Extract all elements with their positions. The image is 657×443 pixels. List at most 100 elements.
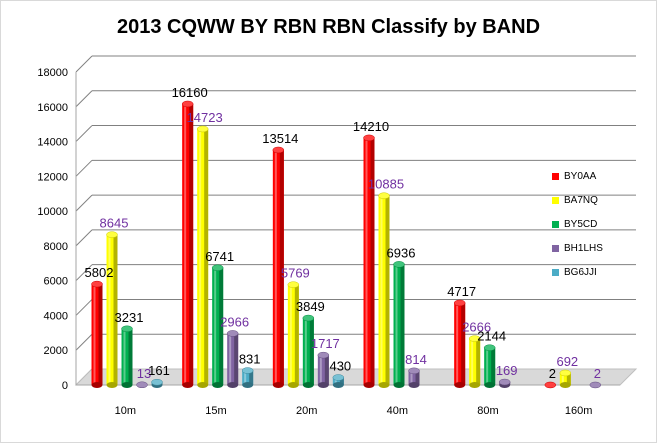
data-label: 2 (549, 366, 556, 381)
bar-body (227, 333, 239, 385)
legend-item: BG6JJI (552, 260, 652, 284)
bar (468, 335, 481, 388)
x-tick-label: 160m (565, 405, 593, 417)
bar-highlight (456, 302, 459, 385)
data-label: 2666 (462, 320, 491, 335)
bar-base (317, 382, 329, 388)
gridline-depth (75, 194, 93, 212)
y-tick-label: 0 (62, 380, 68, 392)
bar (483, 344, 496, 388)
bar-highlight (380, 195, 383, 385)
y-tick-label: 10000 (37, 206, 68, 218)
bar-highlight (365, 137, 368, 385)
bar-shade (294, 284, 299, 385)
y-tick-label: 12000 (37, 171, 68, 183)
bar-highlight (199, 128, 202, 385)
bar-top (151, 378, 163, 386)
bar (151, 378, 163, 388)
bar-body (302, 318, 314, 385)
y-tick-label: 14000 (37, 137, 68, 149)
data-label: 1717 (311, 336, 340, 351)
bar-body (317, 355, 329, 385)
bar-base (332, 382, 344, 388)
bar-shade (491, 347, 496, 385)
bar (453, 299, 466, 388)
bar (317, 351, 330, 388)
gridline-depth (75, 159, 93, 177)
bar (393, 261, 405, 388)
bar-top (106, 231, 118, 238)
data-label: 2966 (220, 314, 249, 329)
bar-body (363, 137, 375, 385)
gridline-depth (75, 90, 93, 108)
legend-item: BH1LHS (552, 236, 652, 260)
bar-top (121, 325, 133, 333)
bar-top (483, 344, 496, 351)
bar-top (272, 146, 285, 154)
bar (302, 314, 315, 388)
bar-base (484, 382, 496, 388)
bar-shade (324, 355, 329, 385)
bar-top (287, 281, 300, 288)
bar (121, 325, 133, 388)
bar (589, 381, 602, 389)
bar-top (181, 100, 194, 108)
bar-body (197, 128, 209, 385)
data-label: 6741 (205, 249, 234, 264)
legend-item: BY5CD (552, 212, 652, 236)
bar-shade (128, 328, 133, 385)
bar-highlight (410, 370, 413, 385)
data-label: 692 (556, 354, 578, 369)
bar-highlight (334, 377, 337, 385)
bar-shade (234, 333, 239, 385)
gridline-depth (75, 55, 93, 73)
bar (544, 381, 557, 389)
bar-body (91, 284, 103, 385)
bar-top (408, 367, 420, 375)
bar-shade (370, 137, 375, 385)
bar-top (559, 369, 572, 377)
y-tick-label: 18000 (37, 67, 68, 79)
gridline-depth (75, 125, 93, 142)
legend-label: BG6JJI (564, 266, 597, 278)
bar-highlight (319, 355, 322, 385)
bar-shade (339, 377, 344, 385)
bar-top (136, 381, 148, 389)
data-label: 14723 (187, 110, 223, 125)
legend-label: BY5CD (564, 218, 598, 230)
data-label: 169 (496, 363, 518, 378)
bar-shade (400, 264, 405, 385)
bar (196, 125, 209, 388)
bars (91, 100, 602, 389)
bar-highlight (471, 338, 474, 385)
data-label: 6936 (387, 245, 416, 260)
data-label: 161 (148, 363, 170, 378)
bar-body (484, 347, 496, 385)
data-label: 10885 (368, 177, 404, 192)
data-label: 814 (405, 352, 427, 367)
bar-body (559, 372, 571, 385)
bar (211, 264, 224, 388)
legend-item: BY0AA (552, 164, 652, 188)
bar-top (498, 378, 511, 386)
y-tick-label: 2000 (44, 345, 68, 357)
bar (408, 367, 420, 388)
bar-base (272, 382, 284, 388)
data-label: 831 (239, 352, 261, 367)
bar (363, 134, 375, 388)
data-label: 2144 (477, 329, 506, 344)
x-tick-label: 20m (296, 405, 317, 417)
bar-base (121, 382, 133, 388)
bar (136, 381, 148, 389)
bar-top (211, 264, 224, 272)
bar-top (468, 335, 481, 342)
bar-highlight (274, 150, 277, 385)
data-label: 3231 (115, 310, 144, 325)
data-label: 430 (329, 359, 351, 374)
gridline-depth (75, 299, 93, 316)
data-label: 8645 (100, 216, 129, 231)
bar (181, 100, 194, 388)
bar-top (378, 192, 390, 199)
